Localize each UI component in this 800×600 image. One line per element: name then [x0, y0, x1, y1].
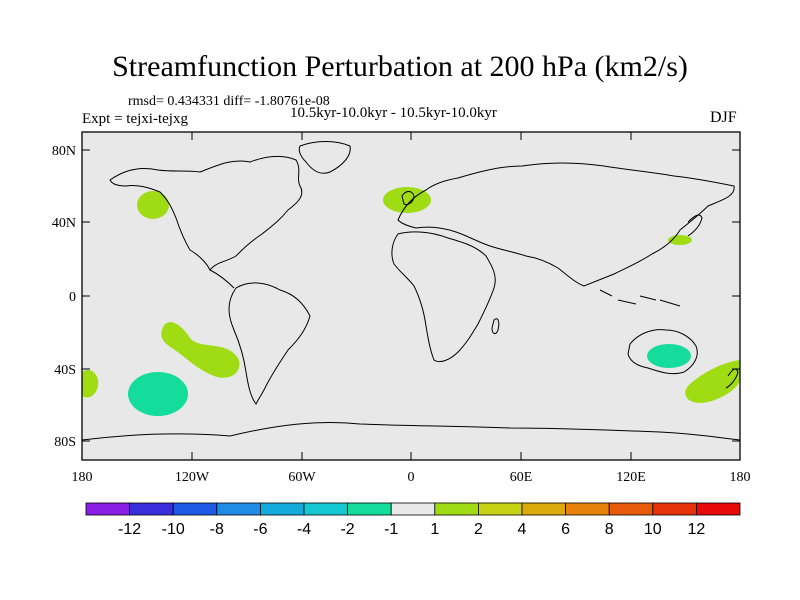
- lon-tick-label: 60W: [288, 470, 316, 485]
- new-zealand-outline: [725, 368, 739, 389]
- colorbar-label: 1: [430, 521, 439, 538]
- colorbar-label: -12: [118, 521, 141, 538]
- colorbar-label: 12: [688, 521, 706, 538]
- map-background: [82, 132, 740, 460]
- colorbar-swatch: [390, 502, 436, 516]
- positive-anomaly-new-zealand: [685, 360, 740, 403]
- south-america-outline: [228, 282, 311, 405]
- lon-tick-label: 180: [730, 470, 751, 485]
- north-america-outline: [109, 155, 303, 271]
- lat-tick-label: 80S: [54, 435, 76, 450]
- colorbar-label: 2: [474, 521, 483, 538]
- colorbar-swatch: [85, 502, 130, 516]
- colorbar-swatch: [434, 502, 479, 516]
- colorbar-swatch: [608, 502, 654, 516]
- positive-anomaly-south-pacific: [161, 322, 240, 378]
- colorbar-swatch: [259, 502, 305, 516]
- season-label: DJF: [710, 109, 737, 126]
- coastlines: [81, 141, 741, 441]
- positive-anomaly-north-pacific: [137, 191, 169, 219]
- colorbar-label: 4: [518, 521, 527, 538]
- lon-tick-label: 120W: [175, 470, 210, 485]
- colorbar-label: -2: [340, 521, 354, 538]
- british-isles-outline: [401, 191, 415, 205]
- colorbar-swatch: [521, 502, 566, 516]
- colorbar-swatch: [565, 502, 610, 516]
- africa-outline: [391, 231, 496, 363]
- colorbar-swatch: [696, 502, 741, 516]
- colorbar-label: -4: [297, 521, 311, 538]
- colorbar-label: -8: [210, 521, 224, 538]
- stats-label: rmsd= 0.434331 diff= -1.80761e-08: [128, 94, 330, 109]
- colorbar-swatch: [129, 502, 174, 516]
- colorbar-label: 6: [561, 521, 570, 538]
- latitude-axis: 80N 40N 0 40S 80S: [52, 144, 740, 450]
- colorbar-swatch: [172, 502, 218, 516]
- lat-tick-label: 40S: [54, 363, 76, 378]
- central-america-outline: [209, 269, 235, 289]
- eurasia-outline: [397, 162, 735, 287]
- lon-tick-label: 0: [408, 470, 415, 485]
- lon-tick-label: 180: [72, 470, 93, 485]
- colorbar-label: -10: [162, 521, 185, 538]
- colorbar-label: 10: [644, 521, 662, 538]
- lon-tick-label: 120E: [616, 470, 646, 485]
- colorbar-label: -1: [384, 521, 398, 538]
- maritime-continent-outline: [599, 289, 681, 307]
- madagascar-outline: [491, 318, 500, 335]
- colorbar-swatch: [477, 502, 523, 516]
- colorbar-labels: -12 -10 -8 -6 -4 -2 -1 1 2 4 6 8 10 12: [118, 521, 705, 538]
- page-title: Streamfunction Perturbation at 200 hPa (…: [112, 50, 688, 83]
- anomaly-patches: [82, 187, 740, 416]
- colorbar-label: 8: [605, 521, 614, 538]
- longitude-axis: 180 120W 60W 0 60E 120E 180: [72, 132, 751, 485]
- negative-anomaly-australia: [647, 344, 691, 368]
- lat-tick-label: 0: [69, 290, 76, 305]
- lat-tick-label: 40N: [52, 216, 76, 231]
- negative-anomaly-south-pacific: [128, 372, 188, 416]
- colorbar-swatch: [216, 502, 261, 516]
- japan-outline: [687, 214, 703, 237]
- australia-outline: [627, 329, 698, 375]
- lon-tick-label: 60E: [510, 470, 533, 485]
- colorbar: [85, 502, 741, 516]
- colorbar-swatch: [652, 502, 697, 516]
- positive-anomaly-west-edge: [82, 369, 99, 398]
- period-label: 10.5kyr-10.0kyr - 10.5kyr-10.0kyr: [290, 105, 497, 121]
- colorbar-swatch: [303, 502, 348, 516]
- greenland-outline: [298, 141, 351, 174]
- colorbar-label: -6: [253, 521, 267, 538]
- lat-tick-label: 80N: [52, 144, 76, 159]
- experiment-label: Expt = tejxi-tejxg: [82, 111, 188, 127]
- antarctica-outline: [81, 422, 741, 441]
- colorbar-swatch: [347, 502, 392, 516]
